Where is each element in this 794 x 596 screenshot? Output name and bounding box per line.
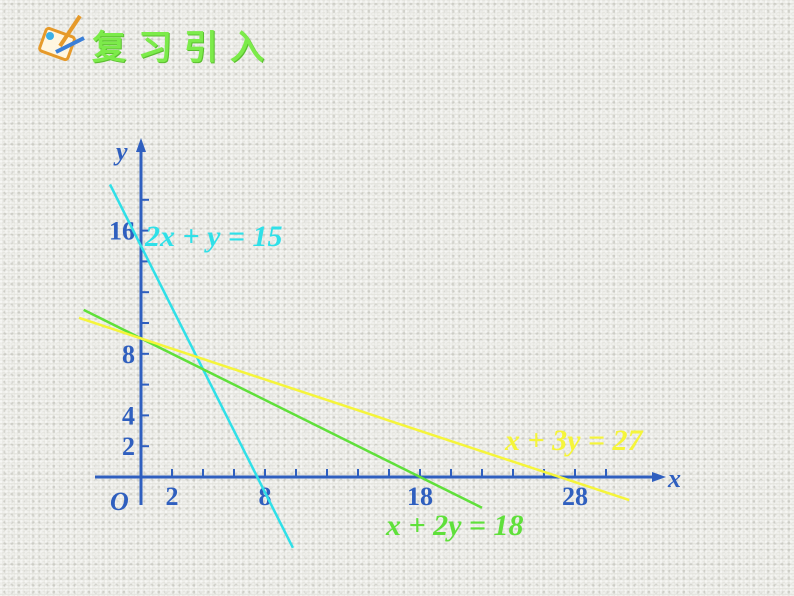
y-tick-label: 2 [122,432,135,461]
x-tick-label: 2 [166,482,179,511]
series-label: x + 2y = 18 [385,509,524,542]
y-tick-label: 16 [109,217,135,246]
x-tick-label: 18 [407,482,433,511]
slide-title: 复习引入 [92,28,276,68]
origin-label: O [110,487,129,516]
y-axis-arrow-icon [136,138,146,152]
y-tick-label: 4 [122,401,135,430]
series-label: 2x + y = 15 [144,220,283,253]
series-line [83,308,483,509]
y-tick-label: 8 [122,340,135,369]
x-tick-label: 28 [562,482,588,511]
series-line [78,316,630,502]
notepad-pencil-icon [38,14,85,62]
x-tick-label: 8 [259,482,272,511]
series-label: x + 3y = 27 [504,424,644,457]
x-axis-arrow-icon [652,472,666,482]
y-axis-label: y [113,137,128,166]
x-axis-label: x [667,464,681,493]
series-line [108,183,295,549]
